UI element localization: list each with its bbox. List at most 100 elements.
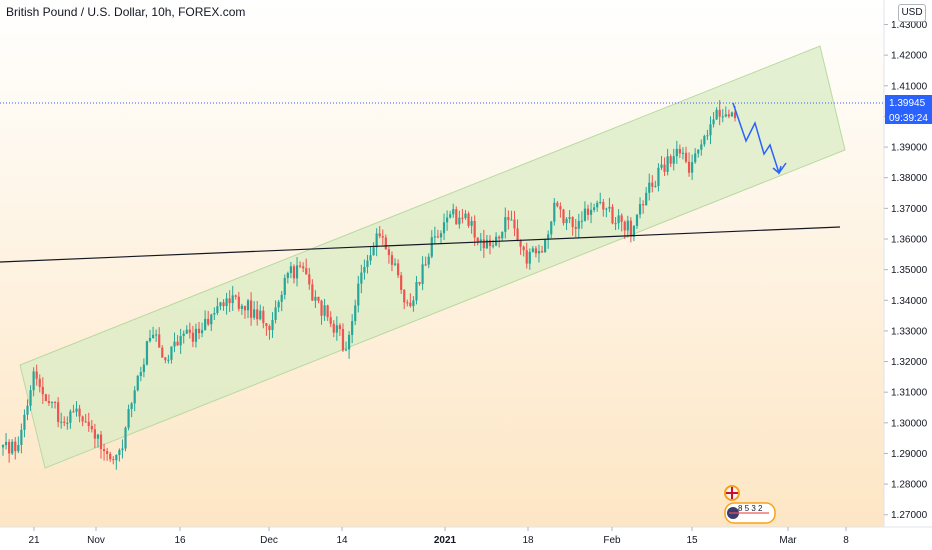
candle-body <box>225 298 228 306</box>
candle-body <box>687 161 691 173</box>
candle-body <box>415 282 418 301</box>
candle-body <box>712 119 715 125</box>
candle-body <box>418 282 421 284</box>
candle-body <box>721 116 724 118</box>
candle-body <box>265 323 268 327</box>
candle-body <box>623 221 626 231</box>
candle-body <box>406 302 409 304</box>
candle-body <box>66 422 69 424</box>
candle-body <box>155 334 158 336</box>
candle-body <box>161 347 164 358</box>
candle-body <box>130 403 133 409</box>
candle-body <box>638 204 642 215</box>
candle-body <box>412 300 415 307</box>
candle-body <box>387 249 391 256</box>
candle-body <box>228 298 231 304</box>
candle-body <box>727 114 730 117</box>
ascending-channel[interactable] <box>19 45 846 469</box>
candle-body <box>501 231 504 239</box>
candle-body <box>684 152 688 162</box>
candle-body <box>338 325 342 330</box>
candle-body <box>464 213 467 219</box>
candle-body <box>182 333 185 337</box>
candle-body <box>63 421 66 423</box>
candle-body <box>390 255 394 265</box>
candle-body <box>488 239 492 246</box>
y-tick-label: 1.30000 <box>891 418 928 429</box>
candle-body <box>547 234 550 240</box>
candle-body <box>139 372 142 376</box>
y-tick-label: 1.33000 <box>891 326 928 337</box>
candle-body <box>69 411 72 423</box>
candle-body <box>605 208 608 210</box>
candle-body <box>648 182 651 193</box>
candle-body <box>136 375 139 391</box>
candle-body <box>651 182 654 187</box>
candle-body <box>277 301 280 308</box>
candle-body <box>360 272 363 284</box>
candle-body <box>421 264 424 284</box>
candle-body <box>645 192 648 206</box>
candle-body <box>697 149 700 154</box>
events-badge[interactable]: 8 5 3 2 <box>724 485 776 524</box>
candle-body <box>222 302 225 306</box>
x-tick-label: 21 <box>28 535 40 546</box>
candle-body <box>317 296 320 301</box>
candle-body <box>329 317 332 324</box>
candle-body <box>32 371 35 391</box>
candle-body <box>323 305 326 316</box>
candle-body <box>519 240 522 247</box>
candle-body <box>78 408 81 417</box>
x-tick-label: 2021 <box>434 535 457 546</box>
candle-body <box>540 251 544 253</box>
candle-body <box>53 401 57 403</box>
candle-body <box>274 307 277 320</box>
candle-body <box>507 217 510 221</box>
candle-body <box>29 390 32 406</box>
candle-body <box>170 346 173 360</box>
candle-body <box>219 302 222 307</box>
candle-body <box>614 223 617 225</box>
candle-body <box>504 217 507 232</box>
candle-body <box>602 201 605 210</box>
candle-body <box>11 441 14 454</box>
candle-body <box>479 239 482 242</box>
candle-body <box>262 310 265 324</box>
y-tick-label: 1.37000 <box>891 204 928 215</box>
x-tick-label: Nov <box>87 535 105 546</box>
candle-body <box>234 295 237 297</box>
y-tick-label: 1.39000 <box>891 143 928 154</box>
candle-body <box>341 329 345 351</box>
candle-body <box>26 405 29 415</box>
candle-body <box>553 202 556 222</box>
candle-body <box>176 341 179 346</box>
candle-body <box>366 260 369 268</box>
candle-body <box>283 277 286 295</box>
candle-body <box>75 408 78 412</box>
candle-body <box>314 296 317 301</box>
candle-body <box>369 255 372 261</box>
candle-body <box>298 265 302 267</box>
candle-body <box>430 237 433 257</box>
candle-body <box>47 401 51 403</box>
candle-body <box>240 305 243 309</box>
candle-body <box>14 441 17 452</box>
support-trendline[interactable] <box>0 226 841 263</box>
candle-body <box>629 220 632 237</box>
candle-body <box>142 364 145 373</box>
candle-body <box>733 112 737 119</box>
candle-body <box>694 153 697 163</box>
candle-body <box>90 426 93 430</box>
candle-body <box>666 156 669 172</box>
candle-body <box>632 225 636 237</box>
candle-body <box>436 236 440 238</box>
candle-body <box>442 222 446 234</box>
currency-badge[interactable]: USD <box>898 4 926 22</box>
candle-body <box>482 239 485 249</box>
candle-body <box>724 114 727 117</box>
candle-body <box>118 450 121 455</box>
candle-body <box>691 162 694 173</box>
candle-body <box>626 220 629 231</box>
